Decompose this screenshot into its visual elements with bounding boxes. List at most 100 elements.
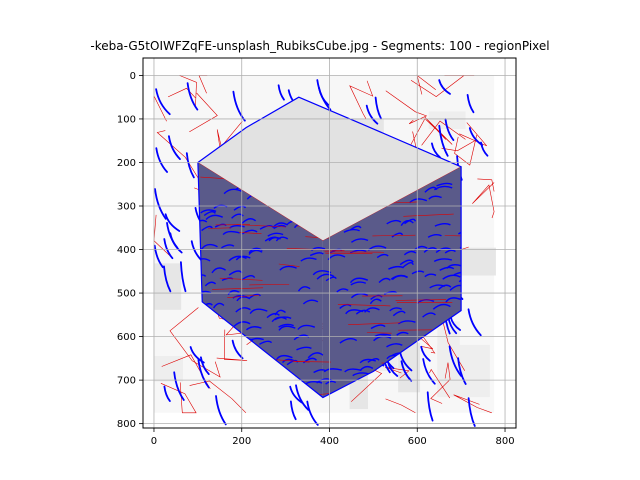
segment-boundary — [189, 92, 218, 133]
cube-contour-stroke — [458, 229, 462, 235]
cube-contour-stroke — [427, 233, 442, 238]
cube-contour-stroke — [349, 249, 367, 254]
contour-stroke — [180, 261, 187, 293]
cube-contour-stroke — [378, 277, 391, 284]
cube-contour-stroke — [370, 294, 383, 300]
cube-contour-stroke — [205, 214, 223, 221]
cube-contour-stroke — [278, 325, 296, 331]
cube-contour-stroke — [355, 309, 371, 315]
cube-contour-stroke — [411, 270, 425, 275]
cube-contour-stroke — [297, 324, 316, 330]
segment-boundary — [441, 139, 476, 152]
cube-contour-stroke — [223, 188, 242, 195]
segment-boundary — [477, 178, 495, 192]
segment-boundary — [216, 329, 248, 361]
contour-stroke — [422, 358, 436, 385]
y-tick-label: 800 — [117, 419, 136, 430]
x-tick-label: 400 — [320, 436, 339, 447]
cube-segment-boundary — [348, 322, 401, 325]
cube-contour-stroke — [249, 293, 261, 299]
cube-contour-stroke — [445, 297, 462, 303]
contour-stroke — [290, 400, 297, 421]
segment-boundary — [216, 121, 243, 158]
y-tick-label: 200 — [117, 158, 136, 169]
contour-stroke — [185, 152, 195, 179]
y-tick-label: 700 — [117, 376, 136, 387]
cube-right-face — [322, 166, 462, 398]
y-tick-label: 500 — [117, 289, 136, 300]
segment-boundary — [421, 120, 466, 146]
contour-stroke — [365, 104, 379, 125]
cube-segment-boundary — [219, 277, 263, 281]
cube-contour-stroke — [307, 352, 324, 359]
cube-contour-stroke — [453, 271, 462, 276]
cube-contour-stroke — [325, 380, 337, 385]
segment-region — [437, 344, 490, 398]
cube-contour-stroke — [349, 225, 362, 231]
cube-contour-stroke — [249, 308, 268, 315]
x-tick-label: 0 — [151, 436, 157, 447]
cube-contour-stroke — [312, 270, 332, 276]
cube-contour-stroke — [432, 303, 451, 310]
cube-contour-stroke — [359, 365, 374, 372]
cube-contour-stroke — [248, 249, 263, 255]
cube-contour-stroke — [399, 259, 414, 266]
contour-stroke — [173, 371, 185, 401]
cube-contour-stroke — [279, 265, 297, 271]
contour-stroke — [468, 127, 484, 146]
cube-contour-stroke — [274, 309, 286, 316]
cube-contour-stroke — [449, 284, 462, 291]
cube-segment-boundary — [271, 359, 310, 363]
cube-contour-stroke — [359, 358, 377, 364]
x-tick-label: 200 — [232, 436, 251, 447]
cube-segment-boundary — [403, 213, 454, 217]
cube-contour-stroke — [204, 281, 217, 287]
cube-contour-stroke — [444, 249, 456, 254]
segment-boundary — [430, 362, 451, 404]
segment-boundary — [189, 380, 247, 414]
cube-contour-stroke — [369, 298, 382, 305]
cube-contour-stroke — [228, 270, 243, 276]
cube-contour-stroke — [278, 323, 294, 328]
contour-stroke — [155, 88, 171, 116]
x-tick-label: 800 — [495, 436, 514, 447]
cube-contour-stroke — [350, 281, 367, 286]
cube-segment-boundary — [239, 232, 262, 234]
contour-stroke — [153, 244, 164, 269]
contour-stroke — [386, 360, 399, 377]
cube-contour-stroke — [200, 243, 218, 250]
cube-contour-stroke — [316, 273, 335, 280]
segment-region — [428, 111, 466, 130]
cube-contour-stroke — [235, 307, 251, 313]
contour-stroke — [444, 118, 455, 141]
cube-contour-stroke — [197, 258, 211, 264]
cube-contour-stroke — [214, 223, 227, 228]
grid-lines — [143, 58, 516, 428]
cube-contour-stroke — [313, 369, 327, 374]
cube-segment-boundary — [278, 263, 300, 267]
cube-contour-stroke — [236, 296, 251, 302]
contour-stroke — [163, 385, 171, 402]
cube-contour-stroke — [433, 258, 453, 263]
cube-contour-stroke — [339, 338, 358, 344]
cube-contour-stroke — [213, 302, 225, 309]
segment-boundary — [384, 366, 410, 379]
cube-contour-stroke — [370, 324, 386, 330]
cube-segment-boundary — [211, 287, 264, 290]
contour-stroke — [197, 358, 210, 389]
contour-stroke — [155, 147, 168, 173]
segment-boundary — [453, 394, 492, 414]
contour-stroke — [448, 345, 462, 377]
cube-contour-stroke — [336, 288, 349, 293]
cube-segment-boundary — [236, 224, 286, 228]
y-tick-label: 300 — [117, 202, 136, 213]
cube-contour-stroke — [273, 224, 287, 230]
segmented-image — [153, 74, 496, 427]
cube-contour-stroke — [264, 236, 280, 242]
cube-contour-stroke — [228, 255, 247, 262]
contour-stroke — [318, 86, 330, 106]
cube-contour-stroke — [300, 257, 317, 262]
x-tick-label: 600 — [408, 436, 427, 447]
cube-contour-stroke — [197, 219, 208, 225]
